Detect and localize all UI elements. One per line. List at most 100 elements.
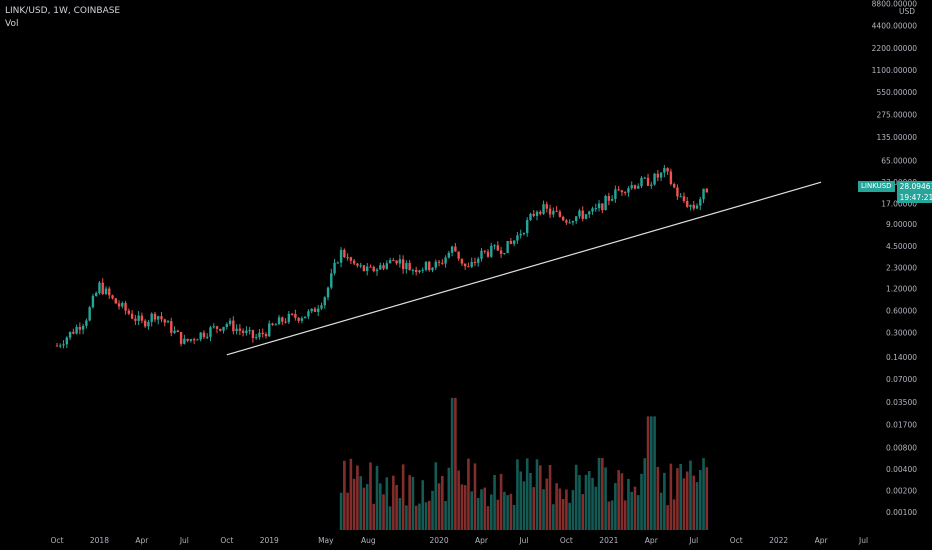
volume-bar <box>457 470 460 530</box>
volume-bar <box>574 464 578 530</box>
price-axis-label: 1100.00000 <box>872 66 918 75</box>
candle-body <box>268 323 271 337</box>
candle-body <box>529 213 532 221</box>
time-axis-label: Apr <box>475 536 489 545</box>
candle-body <box>339 249 343 263</box>
candle-body <box>637 186 640 189</box>
candle-body <box>369 266 372 268</box>
candle-body <box>610 198 614 201</box>
time-axis-label: 2019 <box>260 536 279 545</box>
candle-body <box>568 222 571 224</box>
time-axis-label: 2018 <box>90 536 109 545</box>
candle-body <box>85 320 88 326</box>
candle-body <box>669 171 673 185</box>
volume-bar <box>607 501 611 530</box>
candle-body <box>186 338 189 341</box>
candle-body <box>640 177 643 187</box>
candle-body <box>215 326 219 329</box>
candle-body <box>206 336 209 338</box>
candle-body <box>594 208 597 210</box>
candle-body <box>228 320 232 325</box>
candle-body <box>428 261 431 271</box>
candle-body <box>499 250 503 254</box>
time-axis-label: Jul <box>179 536 189 545</box>
volume-bar <box>378 483 382 530</box>
volume-bar <box>656 466 660 530</box>
candle-body <box>274 324 277 326</box>
candle-body <box>578 210 581 217</box>
volume-bar <box>604 467 607 530</box>
candle-body <box>134 318 137 321</box>
candle-body <box>189 339 193 341</box>
volume-bars <box>339 397 709 530</box>
candle-body <box>258 332 261 338</box>
candle-body <box>104 288 108 294</box>
candle-body <box>663 168 666 173</box>
volume-bar <box>689 460 692 530</box>
volume-bar <box>627 478 630 530</box>
candle-body <box>219 328 222 331</box>
price-axis-label: 4400.00000 <box>872 22 918 31</box>
time-axis-label: Apr <box>645 536 659 545</box>
candle-body <box>437 261 441 263</box>
volume-bar <box>643 458 647 530</box>
candle-body <box>160 316 163 320</box>
candle-body <box>284 321 287 323</box>
volume-bar <box>702 458 705 530</box>
candle-body <box>519 233 522 236</box>
time-axis-label: Apr <box>815 536 829 545</box>
volume-bar <box>672 499 676 530</box>
chart-legend: LINK/USD, 1W, COINBASE Vol <box>5 5 120 31</box>
candle-body <box>356 263 359 266</box>
volume-axis-label: 0.00400 <box>886 465 917 474</box>
candle-body <box>55 345 59 347</box>
candle-body <box>490 245 493 257</box>
candle-body <box>238 328 242 331</box>
volume-bar <box>663 472 666 530</box>
volume-bar <box>509 493 513 530</box>
indicator-label[interactable]: Vol <box>5 19 19 29</box>
candle-body <box>59 345 62 347</box>
price-axis-label: 2200.00000 <box>872 44 918 53</box>
candle-body <box>75 326 78 334</box>
volume-bar <box>489 494 493 530</box>
candle-body <box>170 321 173 333</box>
candle-body <box>183 338 186 344</box>
price-axis-label: 4.50000 <box>886 242 917 251</box>
volume-bar <box>532 487 536 530</box>
candle-body <box>271 323 274 325</box>
candle-body <box>650 184 653 186</box>
candle-body <box>388 260 392 264</box>
candle-body <box>591 208 594 212</box>
trendline <box>226 181 822 356</box>
candle-body <box>349 257 353 261</box>
candle-body <box>310 308 313 312</box>
price-axis-label: 9.00000 <box>886 220 917 229</box>
candle-body <box>561 216 565 221</box>
volume-bar <box>561 499 565 530</box>
candle-body <box>630 185 633 189</box>
candle-body <box>209 327 212 337</box>
volume-bar <box>460 484 464 530</box>
volume-bar <box>525 458 529 530</box>
candle-body <box>248 330 251 332</box>
volume-bar <box>630 491 634 530</box>
candle-body <box>352 260 356 264</box>
candle-body <box>512 240 516 244</box>
candle-body <box>450 246 454 253</box>
candle-body <box>176 330 180 333</box>
candle-body <box>117 303 121 307</box>
candle-body <box>300 318 304 321</box>
time-axis-label: 2022 <box>769 536 788 545</box>
price-axis-label: 1.20000 <box>886 284 917 293</box>
volume-bar <box>516 459 519 530</box>
volume-bar <box>692 475 696 530</box>
volume-bar <box>666 505 669 530</box>
candle-body <box>653 173 656 185</box>
volume-bar <box>496 499 500 530</box>
candle-body <box>287 313 291 323</box>
candle-body <box>434 261 437 268</box>
candle-body <box>470 261 473 267</box>
volume-bar <box>424 502 428 530</box>
